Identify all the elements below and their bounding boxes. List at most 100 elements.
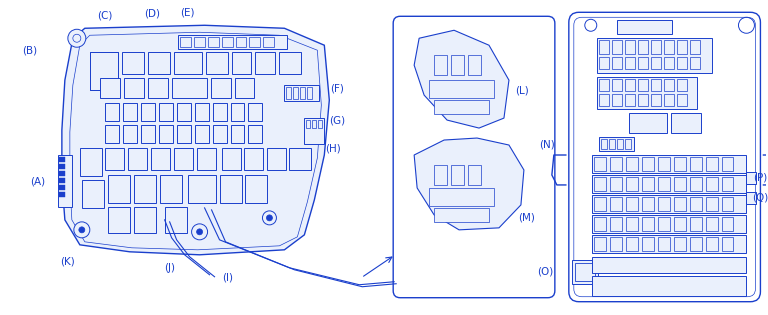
Bar <box>284 85 319 101</box>
Bar <box>657 157 670 171</box>
Bar <box>59 164 65 169</box>
Bar <box>220 175 241 203</box>
Bar <box>721 237 733 251</box>
Bar <box>236 37 247 47</box>
Bar <box>721 177 733 191</box>
Bar <box>180 37 190 47</box>
Bar <box>594 217 606 231</box>
Bar <box>642 177 654 191</box>
Text: (H): (H) <box>326 143 341 153</box>
Bar <box>610 157 622 171</box>
Bar <box>134 175 156 203</box>
Bar <box>592 175 746 193</box>
Bar <box>451 55 464 75</box>
Bar <box>194 103 209 121</box>
Bar <box>147 52 170 74</box>
Bar <box>213 103 227 121</box>
Bar <box>249 125 263 143</box>
Bar <box>177 103 190 121</box>
Bar <box>572 260 598 284</box>
Bar <box>612 94 622 106</box>
Bar <box>187 175 216 203</box>
Bar <box>612 79 622 91</box>
Bar <box>313 120 316 128</box>
Bar <box>574 263 594 281</box>
Bar <box>141 125 154 143</box>
Circle shape <box>263 211 276 225</box>
Bar <box>307 87 313 99</box>
Bar <box>637 79 647 91</box>
Bar <box>434 208 489 222</box>
Bar <box>626 217 637 231</box>
Bar <box>601 139 607 149</box>
Bar <box>592 215 746 233</box>
Bar <box>642 197 654 211</box>
Bar <box>599 57 609 69</box>
Bar <box>263 37 274 47</box>
Bar <box>690 40 700 54</box>
Bar <box>617 20 671 34</box>
Bar <box>197 148 216 170</box>
Bar <box>151 148 170 170</box>
Bar <box>468 55 481 75</box>
Bar <box>159 103 173 121</box>
Bar <box>624 40 634 54</box>
Bar <box>177 35 287 49</box>
Circle shape <box>266 215 273 221</box>
Bar <box>674 157 686 171</box>
Bar <box>300 87 306 99</box>
Bar <box>657 237 670 251</box>
Polygon shape <box>414 138 524 230</box>
Bar <box>690 177 701 191</box>
Bar <box>624 79 634 91</box>
Bar <box>599 40 609 54</box>
Bar <box>626 237 637 251</box>
Bar <box>592 155 746 173</box>
Text: (C): (C) <box>97 10 112 20</box>
Bar <box>171 78 207 98</box>
Bar <box>434 55 447 75</box>
Circle shape <box>74 222 90 238</box>
Bar <box>174 52 201 74</box>
Bar <box>230 125 244 143</box>
Bar <box>706 177 717 191</box>
Bar <box>594 157 606 171</box>
Bar <box>213 125 227 143</box>
Bar <box>210 78 230 98</box>
Bar <box>626 197 637 211</box>
Bar <box>690 157 701 171</box>
Bar <box>677 79 687 91</box>
Bar <box>664 94 674 106</box>
Bar <box>706 237 717 251</box>
Bar <box>104 148 124 170</box>
Text: (F): (F) <box>330 83 344 93</box>
Bar <box>721 217 733 231</box>
Bar <box>746 192 756 204</box>
Bar <box>267 148 286 170</box>
Bar <box>706 157 717 171</box>
Bar <box>104 125 119 143</box>
Bar <box>610 177 622 191</box>
Text: (O): (O) <box>537 267 553 277</box>
Bar <box>319 120 323 128</box>
Bar <box>141 103 154 121</box>
Bar <box>594 177 606 191</box>
Bar <box>177 125 190 143</box>
Bar <box>637 40 647 54</box>
Text: (A): (A) <box>31 177 45 187</box>
Text: (I): (I) <box>222 273 233 283</box>
Bar <box>234 78 254 98</box>
Bar <box>609 139 614 149</box>
Bar <box>231 52 251 74</box>
Bar <box>290 148 311 170</box>
Bar <box>434 165 447 185</box>
Bar <box>657 197 670 211</box>
Circle shape <box>68 29 86 47</box>
Bar <box>592 276 746 296</box>
Bar <box>221 148 240 170</box>
Text: (J): (J) <box>164 263 175 273</box>
Bar <box>677 57 687 69</box>
Bar <box>160 175 181 203</box>
Bar <box>82 180 104 208</box>
Bar <box>642 157 654 171</box>
